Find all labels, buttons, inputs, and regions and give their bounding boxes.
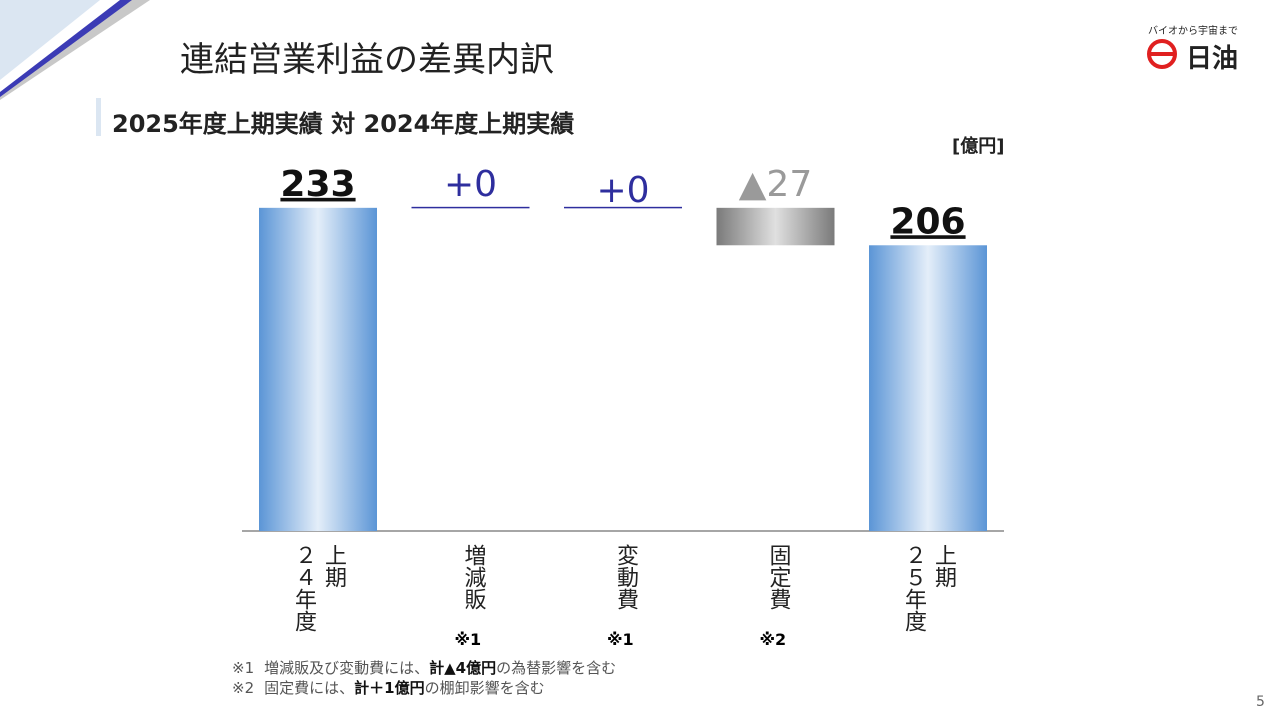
footnote-text: 増減販及び変動費には、: [264, 659, 430, 677]
footnote-text: 計▲4億円: [429, 659, 497, 677]
value-label: ▲27: [739, 164, 813, 205]
bar: [564, 206, 682, 209]
footnote-text: 計＋1億円: [354, 679, 425, 697]
footnote-text: の為替影響を含む: [496, 659, 617, 677]
corner-deco: [0, 0, 100, 80]
value-label: 206: [890, 201, 965, 242]
footnote-mark: ※1: [232, 659, 255, 677]
value-label: 233: [280, 164, 355, 205]
category-label: 固定費: [765, 544, 791, 610]
value-label: +0: [444, 164, 497, 205]
footnote-text: の棚卸影響を含む: [424, 679, 545, 697]
corner-deco: [0, 0, 150, 100]
bar: [259, 207, 377, 532]
subtitle-bar: [96, 98, 101, 136]
footnote-mark: ※2: [232, 679, 255, 697]
category-label: 増減販: [460, 544, 486, 610]
bar: [716, 207, 835, 246]
category-note: ※1: [454, 630, 482, 649]
subtitle: 2025年度上期実績 対 2024年度上期実績: [112, 110, 575, 138]
category-label: 変動費: [613, 544, 638, 610]
page-number: 5: [1256, 694, 1265, 710]
unit-label: [億円]: [952, 136, 1005, 157]
footnote: ※2 固定費には、計＋1億円の棚卸影響を含む: [232, 678, 616, 698]
category-label: ２４年度上期: [291, 544, 346, 632]
title: 連結営業利益の差異内訳: [180, 40, 554, 80]
footnotes: ※1 増減販及び変動費には、計▲4億円の為替影響を含む ※2 固定費には、計＋1億円の…: [232, 658, 616, 698]
tagline: バイオから宇宙まで: [1148, 26, 1238, 37]
bar: [411, 206, 530, 209]
footnote-text: 固定費には、: [264, 679, 355, 697]
category-label: ２５年度上期: [901, 544, 956, 632]
corner-deco: [0, 0, 132, 97]
footnote: ※1 増減販及び変動費には、計▲4億円の為替影響を含む: [232, 658, 616, 678]
bar: [869, 245, 987, 531]
category-note: ※2: [759, 630, 787, 649]
category-note: ※1: [607, 630, 634, 649]
brand: 日油: [1186, 44, 1239, 74]
value-label: +0: [596, 170, 649, 211]
